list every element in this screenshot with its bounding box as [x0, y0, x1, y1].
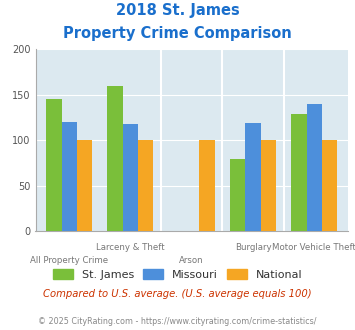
- Bar: [200, 140, 215, 231]
- Bar: [61, 122, 77, 231]
- Bar: [307, 104, 322, 231]
- Text: All Property Crime: All Property Crime: [30, 256, 108, 265]
- Text: 2018 St. James: 2018 St. James: [116, 3, 239, 18]
- Bar: [123, 124, 138, 231]
- Text: Motor Vehicle Theft: Motor Vehicle Theft: [272, 243, 355, 251]
- Text: Compared to U.S. average. (U.S. average equals 100): Compared to U.S. average. (U.S. average …: [43, 289, 312, 299]
- Bar: [230, 159, 245, 231]
- Text: Burglary: Burglary: [235, 243, 271, 251]
- Legend: St. James, Missouri, National: St. James, Missouri, National: [49, 265, 306, 284]
- Text: Larceny & Theft: Larceny & Theft: [96, 243, 165, 251]
- Bar: [46, 99, 61, 231]
- Text: Property Crime Comparison: Property Crime Comparison: [63, 26, 292, 41]
- Text: © 2025 CityRating.com - https://www.cityrating.com/crime-statistics/: © 2025 CityRating.com - https://www.city…: [38, 317, 317, 326]
- Bar: [291, 114, 307, 231]
- Bar: [245, 123, 261, 231]
- Bar: [108, 86, 123, 231]
- Bar: [261, 140, 276, 231]
- Bar: [77, 140, 92, 231]
- Bar: [138, 140, 153, 231]
- Bar: [322, 140, 337, 231]
- Text: Arson: Arson: [179, 256, 204, 265]
